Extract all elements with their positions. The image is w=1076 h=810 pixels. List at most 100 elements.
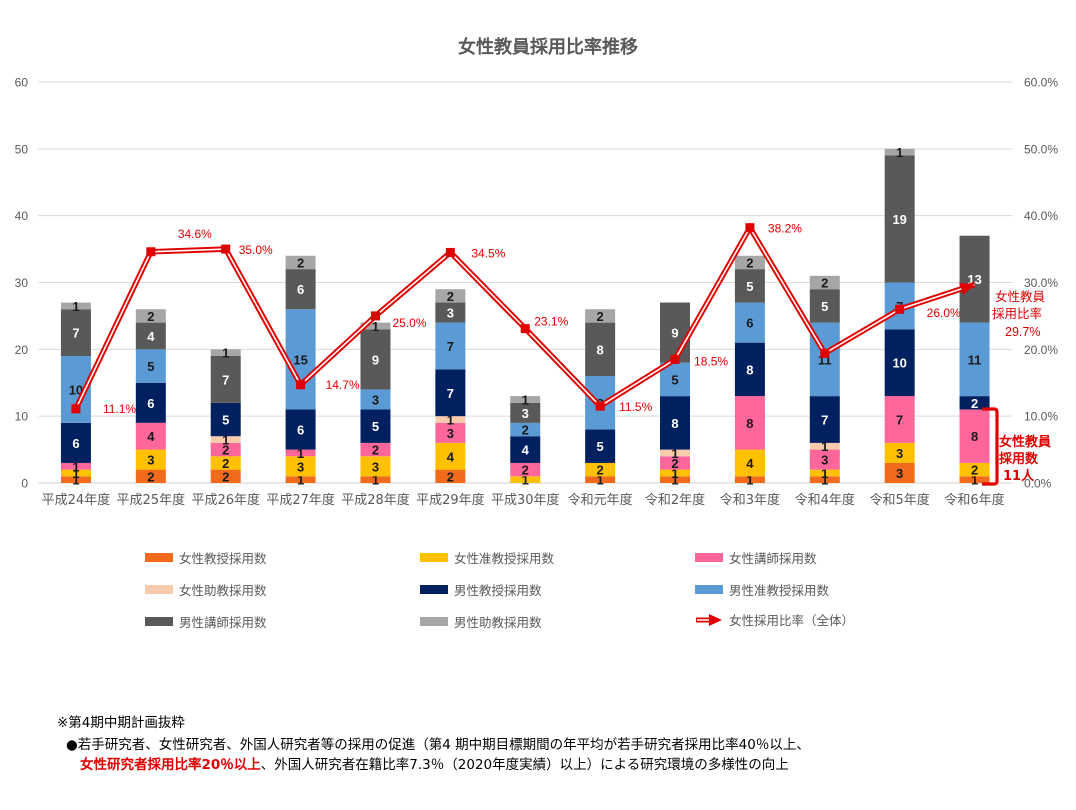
bar-value-label: 3 bbox=[522, 406, 529, 421]
bar-value-label: 2 bbox=[522, 423, 529, 438]
bar-value-label: 8 bbox=[597, 342, 604, 357]
bar-segment bbox=[510, 436, 541, 463]
bar-segment bbox=[285, 449, 316, 457]
count-bracket bbox=[982, 407, 999, 486]
bar-segment bbox=[585, 462, 616, 477]
bar-segment bbox=[360, 322, 391, 330]
ratio-point-marker bbox=[296, 380, 306, 390]
ratio-annotation-line-1: 女性教員 bbox=[995, 289, 1046, 304]
bar-segment bbox=[734, 255, 765, 270]
bar-segment bbox=[734, 342, 765, 397]
bar-value-label: 15 bbox=[293, 352, 307, 367]
bar-segment bbox=[585, 309, 616, 323]
bar-segment bbox=[510, 462, 541, 477]
bar-segment bbox=[285, 456, 316, 477]
bar-value-label: 2 bbox=[971, 463, 978, 478]
bar-value-label: 2 bbox=[147, 469, 154, 484]
bar-value-label: 5 bbox=[597, 439, 604, 454]
bar-segment bbox=[959, 409, 990, 463]
right-tick-label: 0.0% bbox=[1024, 477, 1052, 491]
bar-value-label: 1 bbox=[671, 466, 678, 481]
right-tick-label: 60.0% bbox=[1024, 76, 1058, 90]
bar-value-label: 6 bbox=[147, 396, 154, 411]
ratio-arrowhead bbox=[959, 282, 975, 296]
bar-segment bbox=[660, 476, 691, 483]
bar-value-label: 1 bbox=[522, 473, 529, 488]
bar-segment bbox=[60, 476, 91, 483]
bar-segment bbox=[660, 302, 691, 363]
bar-segment bbox=[285, 309, 316, 410]
left-tick-label: 50 bbox=[15, 142, 29, 156]
bar-value-label: 3 bbox=[372, 392, 379, 407]
ratio-data-label: 14.7% bbox=[326, 378, 360, 392]
bar-segment bbox=[884, 396, 915, 443]
right-tick-label: 10.0% bbox=[1024, 410, 1058, 424]
bar-segment bbox=[60, 462, 91, 470]
ratio-point-marker bbox=[146, 247, 156, 257]
x-tick-label: 令和5年度 bbox=[870, 492, 930, 508]
bar-value-label: 3 bbox=[147, 453, 154, 468]
bar-series: 1051537285611711 bbox=[60, 282, 990, 438]
ratio-point-marker bbox=[221, 244, 231, 254]
left-tick-label: 40 bbox=[15, 209, 29, 223]
bar-segment bbox=[734, 302, 765, 343]
bar-value-label: 11 bbox=[968, 352, 982, 367]
bar-value-label: 2 bbox=[971, 396, 978, 411]
bar-segment bbox=[285, 476, 316, 483]
bar-value-label: 1 bbox=[821, 473, 828, 488]
bar-value-label: 1 bbox=[297, 446, 304, 461]
x-tick-label: 令和3年度 bbox=[720, 492, 780, 508]
bar-value-label: 8 bbox=[671, 416, 678, 431]
bar-value-label: 10 bbox=[69, 382, 83, 397]
bar-segment bbox=[285, 409, 316, 450]
count-annotation-line-1: 女性教員 bbox=[999, 434, 1051, 450]
bar-value-label: 10 bbox=[892, 356, 906, 371]
bar-segment bbox=[884, 329, 915, 397]
bar-segment bbox=[959, 235, 990, 323]
bar-value-label: 8 bbox=[746, 362, 753, 377]
ratio-data-label: 18.5% bbox=[694, 354, 728, 368]
chart: 女性教員採用比率推移 0 10 20 30 40 50 60 0.0% 10.0% 20.0% 3… bbox=[15, 36, 1059, 508]
bar-value-label: 3 bbox=[896, 446, 903, 461]
bar-value-label: 1 bbox=[896, 145, 903, 160]
right-tick-label: 40.0% bbox=[1024, 209, 1058, 223]
bar-value-label: 5 bbox=[222, 413, 229, 428]
ratio-data-label: 25.0% bbox=[392, 316, 426, 330]
bar-value-label: 1 bbox=[372, 319, 379, 334]
right-tick-label: 20.0% bbox=[1024, 343, 1058, 357]
bar-segment bbox=[510, 396, 541, 403]
count-annotation-line-2: 採用数 bbox=[999, 451, 1039, 467]
left-tick-label: 0 bbox=[21, 477, 28, 491]
bar-segment bbox=[60, 302, 91, 310]
bar-value-label: 5 bbox=[372, 419, 379, 434]
x-tick-label: 令和4年度 bbox=[795, 492, 855, 508]
bar-value-label: 2 bbox=[222, 469, 229, 484]
bar-value-label: 1 bbox=[821, 439, 828, 454]
bar-value-label: 5 bbox=[147, 359, 154, 374]
bar-segment bbox=[285, 269, 316, 310]
bar-segment bbox=[435, 322, 466, 370]
bar-segment bbox=[660, 456, 691, 470]
bar-value-label: 1 bbox=[72, 473, 79, 488]
bar-value-label: 6 bbox=[297, 423, 304, 438]
x-tick-label: 平成30年度 bbox=[491, 492, 560, 508]
bar-segment bbox=[660, 449, 691, 457]
bar-value-label: 7 bbox=[821, 413, 828, 428]
bar-segment bbox=[60, 422, 91, 463]
bar-segment bbox=[360, 329, 391, 390]
bar-segment bbox=[435, 422, 466, 443]
bar-value-label: 4 bbox=[147, 329, 155, 344]
bar-segment bbox=[884, 462, 915, 483]
bar-segment bbox=[734, 269, 765, 303]
bar-segment bbox=[435, 369, 466, 417]
x-tick-label: 平成27年度 bbox=[266, 492, 335, 508]
bar-segment bbox=[135, 449, 166, 470]
bar-segment bbox=[660, 396, 691, 450]
bar-segment bbox=[884, 148, 915, 156]
bar-value-label: 2 bbox=[746, 255, 753, 270]
x-tick-label: 平成26年度 bbox=[191, 492, 260, 508]
bar-series: 1 2 1 2 1 2 1 2 2 2 1 bbox=[60, 145, 915, 407]
bar-value-label: 6 bbox=[746, 316, 753, 331]
